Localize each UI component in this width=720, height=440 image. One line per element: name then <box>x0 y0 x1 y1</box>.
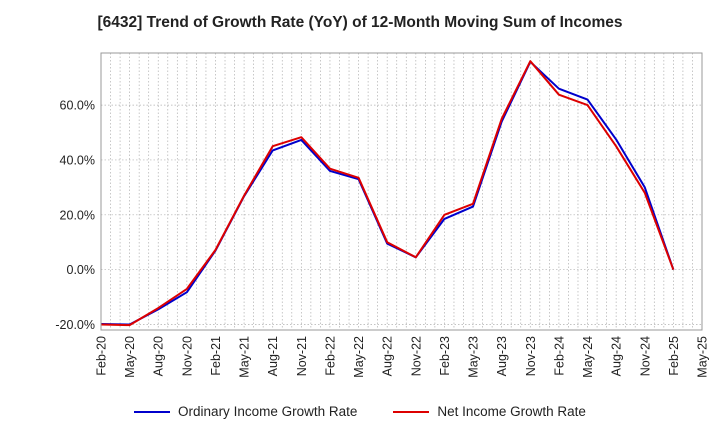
x-tick-label: Aug-23 <box>495 336 509 376</box>
x-tick-label: Nov-24 <box>638 336 652 376</box>
x-tick-label: Aug-20 <box>152 336 166 376</box>
x-tick-label: Aug-21 <box>266 336 280 376</box>
x-tick-label: Nov-21 <box>295 336 309 376</box>
x-tick-label: May-23 <box>467 336 481 378</box>
x-tick-label: Nov-23 <box>524 336 538 376</box>
x-tick-label: Feb-21 <box>209 336 223 376</box>
legend-label-ordinary: Ordinary Income Growth Rate <box>178 404 358 419</box>
x-tick-label: Feb-22 <box>323 336 337 376</box>
y-tick-label: 60.0% <box>60 99 95 113</box>
legend-item-net: Net Income Growth Rate <box>393 404 586 419</box>
x-tick-label: Feb-24 <box>552 336 566 376</box>
x-axis-ticks: Feb-20 May-20 Aug-20 Nov-20 Feb-21 May-21 Aug-… <box>95 336 710 378</box>
y-tick-label: 40.0% <box>60 153 95 167</box>
legend-swatch-ordinary <box>134 410 171 413</box>
legend-swatch-net <box>393 410 430 413</box>
x-tick-label: Feb-25 <box>667 336 681 376</box>
grid-layer <box>101 53 702 330</box>
x-tick-label: Nov-22 <box>409 336 423 376</box>
legend: Ordinary Income Growth Rate Net Income G… <box>0 404 720 419</box>
series-line-ordinary-income <box>100 60 675 326</box>
legend-label-net: Net Income Growth Rate <box>437 404 586 419</box>
series-line-net-income <box>100 60 675 327</box>
x-tick-label: May-25 <box>696 336 710 378</box>
chart-title: [6432] Trend of Growth Rate (YoY) of 12-… <box>97 14 623 31</box>
y-axis-ticks: -20.0% 0.0% 20.0% 40.0% 60.0% <box>55 99 95 332</box>
x-tick-label: May-24 <box>581 336 595 378</box>
legend-item-ordinary: Ordinary Income Growth Rate <box>134 404 357 419</box>
x-tick-label: Aug-24 <box>610 336 624 376</box>
series-layer <box>100 60 675 327</box>
plot-frame <box>100 52 703 331</box>
x-tick-label: Nov-20 <box>180 336 194 376</box>
x-tick-label: May-21 <box>238 336 252 378</box>
x-tick-label: May-22 <box>352 336 366 378</box>
x-tick-label: Aug-22 <box>381 336 395 376</box>
x-tick-label: May-20 <box>123 336 137 378</box>
x-tick-label: Feb-23 <box>438 336 452 376</box>
y-tick-label: 20.0% <box>60 208 95 222</box>
y-tick-label: -20.0% <box>55 318 95 332</box>
y-tick-label: 0.0% <box>67 263 96 277</box>
x-tick-label: Feb-20 <box>95 336 109 376</box>
